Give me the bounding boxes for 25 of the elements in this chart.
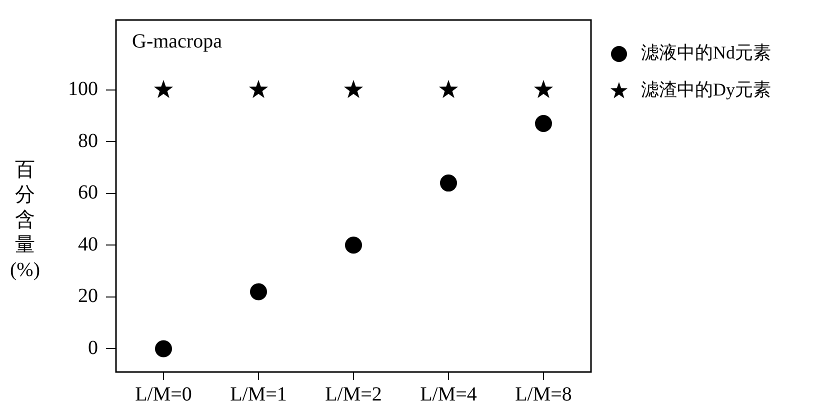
x-tick-label: L/M=1: [230, 383, 287, 406]
y-tick-label: 100: [68, 78, 98, 100]
point: [248, 80, 268, 98]
text: G-macropa: [132, 30, 222, 52]
y-tick-label: 40: [78, 233, 98, 256]
point: [154, 80, 174, 98]
x-tick-label: L/M=8: [515, 383, 572, 406]
point: [345, 236, 362, 254]
legend-label: 滤液中的Nd元素: [641, 42, 771, 63]
point: [440, 174, 457, 192]
y-tick-label: 0: [88, 336, 98, 359]
point: [250, 283, 267, 300]
point: [535, 115, 552, 132]
x-tick-label: L/M=0: [135, 383, 192, 406]
y-tick-label: 20: [78, 285, 98, 308]
y-axis-title: 百分含量(%): [9, 158, 41, 283]
point: [534, 80, 554, 98]
point: [438, 80, 458, 98]
point: [155, 340, 172, 358]
y-tick-label: 80: [78, 130, 98, 152]
x-tick-label: L/M=4: [420, 383, 477, 406]
x-tick-label: L/M=2: [325, 383, 382, 406]
point: [344, 80, 364, 98]
y-tick-label: 60: [78, 182, 98, 204]
legend-label: 滤渣中的Dy元素: [641, 80, 771, 100]
